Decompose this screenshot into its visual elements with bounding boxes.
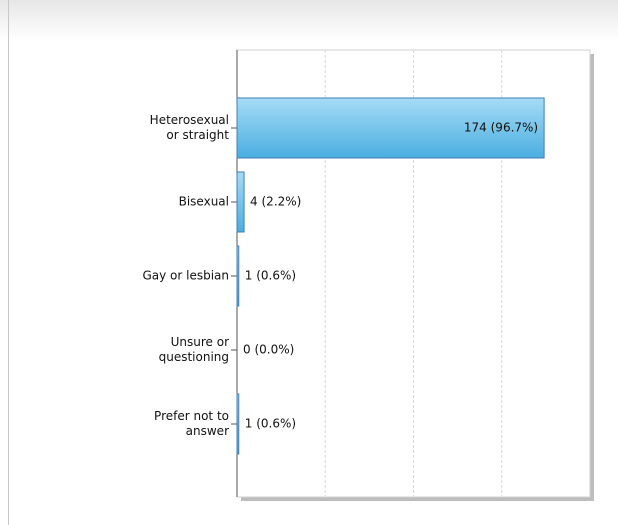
value-label: 1 (0.6%) bbox=[245, 269, 296, 283]
bar bbox=[236, 245, 240, 307]
y-tick-label: Bisexual bbox=[178, 194, 229, 209]
value-label: 0 (0.0%) bbox=[243, 343, 294, 357]
bar bbox=[236, 171, 245, 233]
y-tick-label: Heterosexual or straight bbox=[149, 113, 229, 142]
bar bbox=[236, 393, 240, 455]
panel-edge bbox=[8, 0, 9, 525]
value-label: 1 (0.6%) bbox=[245, 417, 296, 431]
y-tick-label: Unsure or questioning bbox=[158, 335, 229, 364]
value-label: 4 (2.2%) bbox=[250, 195, 301, 209]
y-tick-label: Prefer not to answer bbox=[154, 409, 229, 438]
bar bbox=[236, 97, 545, 159]
y-tick-label: Gay or lesbian bbox=[142, 268, 229, 283]
value-label: 174 (96.7%) bbox=[464, 121, 538, 135]
header-band bbox=[0, 0, 618, 40]
